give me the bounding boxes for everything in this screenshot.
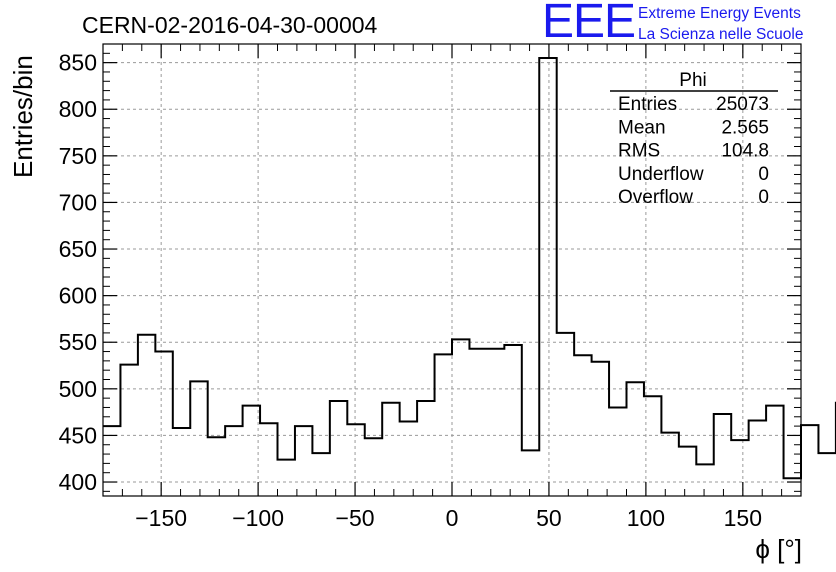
histogram-bin: [120, 365, 137, 496]
stats-row-value: 2.565: [721, 117, 769, 138]
histogram-bin: [766, 406, 783, 496]
chart-title: CERN-02-2016-04-30-00004: [82, 12, 378, 38]
histogram-bin: [173, 428, 190, 496]
histogram-bin: [138, 335, 155, 496]
x-tick-label: −150: [135, 505, 187, 531]
stats-box: Phi Entries 25073 Mean 2.565 RMS 104.8 Underfl…: [610, 70, 778, 208]
x-tick-label: 0: [446, 505, 459, 531]
stats-title: Phi: [679, 70, 706, 91]
histogram-bin: [504, 345, 521, 496]
histogram-bin: [731, 440, 748, 496]
logo-line-1: Extreme Energy Events: [638, 5, 801, 22]
histogram-bin: [661, 433, 678, 496]
stats-row-label: RMS: [618, 141, 660, 162]
histogram-bin: [312, 453, 329, 496]
x-tick-label: −50: [336, 505, 375, 531]
y-tick-label: 450: [59, 422, 97, 448]
histogram-bin: [417, 401, 434, 496]
y-tick-label: 500: [59, 376, 97, 402]
stats-row-label: Mean: [618, 117, 666, 138]
y-tick-label: 850: [59, 50, 97, 76]
stats-rows: Entries 25073 Mean 2.565 RMS 104.8 Underflow 0 O…: [618, 94, 769, 208]
stats-row-value: 0: [758, 164, 769, 185]
histogram-bin: [365, 438, 382, 496]
histogram-bin: [278, 460, 295, 496]
x-tick-label: 100: [627, 505, 665, 531]
eee-logo-mark: EEE: [542, 0, 636, 48]
axis-ticks: [103, 43, 801, 496]
y-tick-label: 600: [59, 283, 97, 309]
x-axis-label: ϕ [°]: [755, 534, 802, 564]
x-tick-label: −100: [232, 505, 284, 531]
histogram-bin: [522, 450, 539, 496]
histogram-bin: [539, 58, 556, 496]
histogram-bin: [155, 352, 172, 496]
histogram-bin: [679, 447, 696, 496]
histogram-bin: [784, 478, 801, 496]
histogram-bin: [592, 362, 609, 496]
y-tick-label: 550: [59, 329, 97, 355]
histogram-line: [103, 56, 836, 480]
histogram-bin: [400, 421, 417, 496]
histogram-bin: [818, 453, 835, 496]
histogram-bin: [260, 423, 277, 496]
histogram-bin: [749, 421, 766, 496]
histogram-bin: [190, 381, 207, 496]
y-tick-label: 750: [59, 143, 97, 169]
y-axis-label: Entries/bin: [8, 55, 38, 178]
histogram-bin: [644, 396, 661, 496]
histogram-bin: [208, 437, 225, 496]
histogram-bin: [696, 464, 713, 496]
histogram-bin: [295, 426, 312, 496]
histogram-bin: [487, 349, 504, 496]
histogram-bin: [574, 355, 591, 496]
histogram-bin: [225, 426, 242, 496]
histogram-bin: [801, 425, 818, 496]
histogram-bin: [627, 382, 644, 496]
stats-row-label: Overflow: [618, 187, 693, 208]
stats-row-value: 104.8: [721, 141, 769, 162]
histogram-bin: [609, 407, 626, 496]
stats-row-value: 25073: [716, 94, 769, 115]
eee-logo: EEE Extreme Energy Events La Scienza nel…: [542, 0, 834, 48]
y-tick-label: 800: [59, 96, 97, 122]
histogram-bin: [557, 333, 574, 496]
y-tick-label: 650: [59, 236, 97, 262]
histogram-bin: [452, 339, 469, 496]
stats-row-label: Underflow: [618, 164, 704, 185]
y-tick-label: 700: [59, 189, 97, 215]
histogram-bin: [469, 349, 486, 496]
x-tick-label: 50: [536, 505, 562, 531]
y-tick-label: 400: [59, 469, 97, 495]
x-tick-labels: −150 −100 −50 0 50 100 150: [135, 505, 762, 531]
logo-line-2: La Scienza nelle Scuole: [638, 26, 804, 43]
stats-row-value: 0: [758, 187, 769, 208]
histogram-bin: [714, 414, 731, 496]
x-tick-label: 150: [724, 505, 762, 531]
y-tick-labels: 400 450 500 550 600 650 700 750 800 850: [59, 50, 97, 495]
histogram-bin: [243, 406, 260, 496]
stats-row-label: Entries: [618, 94, 677, 115]
histogram-bin: [103, 426, 120, 496]
histogram-bin: [435, 354, 452, 496]
